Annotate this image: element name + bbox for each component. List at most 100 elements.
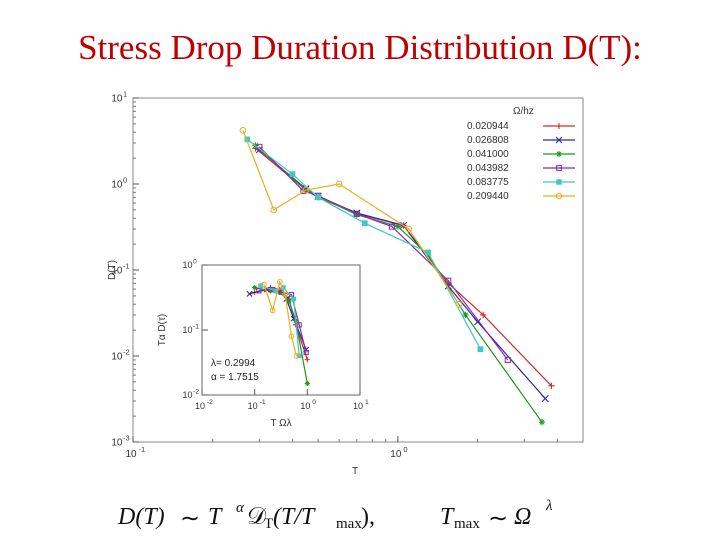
main-x-axis-label: T [352,466,358,477]
chart-figure: 10 -1 10 010 -310 -210 -110 010 1 T D(T) Ω/hz 0.… [105,90,590,480]
formula-close: ), [361,504,375,530]
formula-Omega: Ω [514,504,532,530]
formula-sim-2: ∼ [488,506,509,532]
inset-y-tick-label-1: 10 [183,325,193,335]
inset-x-axis-label: T Ωλ [270,418,291,429]
main-point-4-2 [315,194,322,201]
main-x-tick-exp-0: -1 [139,445,146,454]
inset-point-3-0 [256,288,262,294]
inset-annotation-alpha: α = 1.7515 [211,372,259,383]
legend: Ω/hz 0.020944 0.026808 0.041000 0.043982 0.0… [467,106,575,202]
legend-label-0: 0.020944 [467,121,509,132]
inset-point-4-3 [291,296,296,302]
formula-alpha: α [236,500,244,516]
formula-sub-T: T [264,516,274,532]
legend-marker-5 [555,192,563,200]
main-point-2-3 [353,211,361,218]
legend-marker-0 [556,123,562,129]
inset-point-2-3 [286,298,292,304]
inset-y-tick-label-2: 10 [183,260,193,270]
main-x-tick-label-0: 10 [125,449,137,460]
legend-marker-3 [556,165,562,171]
inset-y-tick-exp-1: -1 [193,324,199,331]
main-x-tick-label-1: 10 [390,449,402,460]
main-point-2-6 [462,311,469,319]
inset-point-5-1 [269,307,276,314]
scaling-formula: D(T) ∼ T α 𝒟 T (T/T max ), T max ∼ Ω λ [118,496,678,536]
slide-title: Stress Drop Duration Distribution D(T): [78,28,642,67]
inset-point-2-0 [252,284,258,291]
main-point-4-5 [477,346,484,353]
main-y-tick-exp-2: -1 [123,262,130,271]
inset-point-5-0 [261,281,267,288]
main-series-line-2 [255,145,543,423]
inset-point-0-5 [304,357,310,363]
inset-x-tick-label-1: 10 [248,401,258,411]
formula-lambda: λ [546,498,553,514]
inset-point-5-3 [282,291,289,298]
inset-point-3-4 [296,322,302,328]
main-point-0-6 [480,311,487,319]
main-point-3-6 [504,356,511,363]
inset-series-group [246,279,310,387]
inset-annotation-lambda: λ= 0.2994 [211,358,256,369]
legend-label-4: 0.083775 [467,177,509,188]
legend-label-2: 0.041000 [467,149,509,160]
inset-x-tick-label-3: 10 [353,401,363,411]
main-series-line-5 [242,130,460,305]
main-point-2-4 [394,223,402,230]
main-y-tick-exp-4: 1 [123,90,127,99]
main-ticks: 10 -1 10 010 -310 -210 -110 010 1 [111,90,558,460]
formula-calD: 𝒟 [247,504,267,530]
main-point-4-3 [361,220,368,227]
main-y-tick-exp-0: -3 [123,434,130,443]
main-point-5-2 [302,186,310,194]
main-y-tick-label-4: 10 [111,94,123,105]
main-point-5-4 [405,225,413,233]
inset-point-5-2 [276,279,283,285]
main-point-3-5 [445,277,452,284]
inset-point-3-5 [303,349,309,356]
formula-lhs: D(T) [118,504,165,530]
main-point-4-1 [289,171,296,178]
inset-x-tick-exp-0: -2 [207,399,213,406]
inset-point-4-0 [258,283,264,289]
inset-point-4-1 [273,288,278,294]
formula-sim-1: ∼ [180,506,201,532]
main-series-group [239,127,555,426]
main-point-2-7 [538,418,546,426]
main-point-5-5 [455,300,463,308]
main-y-tick-label-1: 10 [111,352,123,363]
inset-point-1-0 [246,290,253,297]
main-y-tick-exp-1: -2 [123,348,130,357]
formula-T: T [208,504,222,530]
inset-point-5-5 [293,353,300,359]
inset-x-tick-label-2: 10 [300,401,310,411]
inset-point-4-2 [280,285,286,290]
inset-x-tick-label-0: 10 [195,401,205,411]
main-y-tick-label-2: 10 [111,266,123,277]
legend-label-3: 0.043982 [467,163,509,174]
main-point-1-6 [474,318,482,326]
main-x-tick-exp-1: 0 [403,445,407,454]
main-y-tick-exp-3: 0 [123,176,127,185]
formula-arg: (T/T [273,504,315,530]
legend-marker-1 [555,136,563,144]
formula-Tmax-T: T [440,504,454,530]
formula-Tmax-sub: max [454,516,480,532]
inset-y-tick-label-0: 10 [183,390,193,400]
main-point-0-7 [548,382,555,390]
inset-y-tick-exp-2: 0 [193,259,197,266]
main-point-1-7 [541,394,549,403]
legend-title: Ω/hz [513,106,534,117]
formula-max: max [336,516,362,532]
legend-label-1: 0.026808 [467,135,509,146]
legend-marker-2 [556,151,562,157]
main-point-4-4 [425,249,431,256]
inset-x-tick-exp-3: 1 [365,399,369,406]
main-point-5-1 [270,206,278,214]
main-point-5-0 [239,127,247,134]
inset-ticks: 10 -2 10 -1 10 0 10 110 -210 -110 0 [183,259,369,411]
main-y-tick-label-3: 10 [111,180,123,191]
main-point-3-3 [353,210,360,217]
